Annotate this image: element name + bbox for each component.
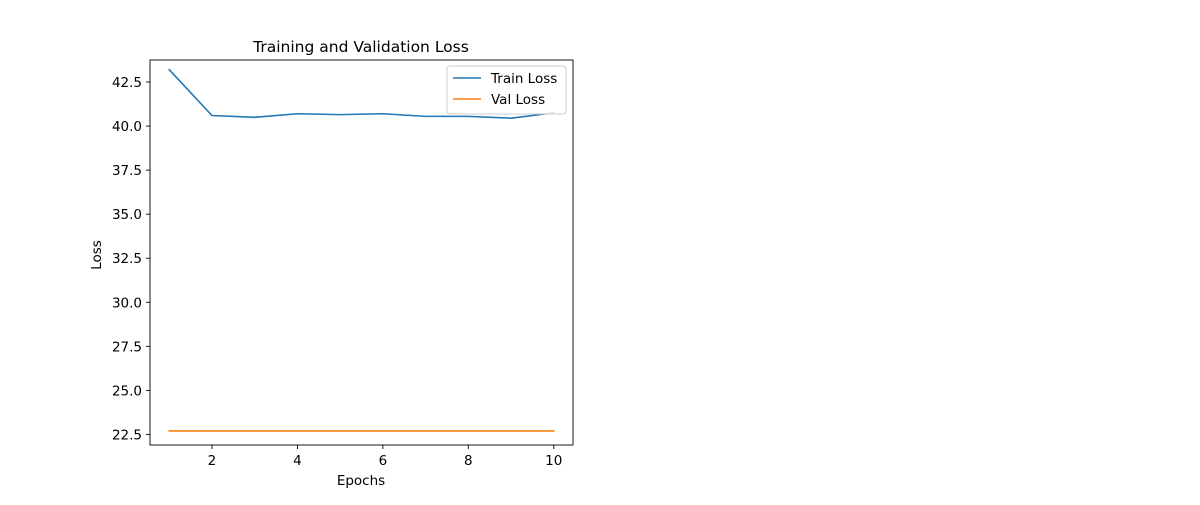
y-tick-label: 25.0 — [112, 383, 142, 399]
plot-area: 2 4 6 8 10 22.5 25.0 27.5 30.0 32.5 35.0 37.5 40.0 42… — [112, 59, 574, 469]
y-tick-label: 32.5 — [112, 251, 142, 267]
x-tick-label: 8 — [464, 453, 473, 469]
legend-label-0: Train Loss — [490, 71, 557, 87]
y-tick-label: 42.5 — [112, 75, 142, 91]
y-tick-label: 30.0 — [112, 295, 142, 311]
series-line-0 — [168, 68, 555, 119]
y-tick-label: 40.0 — [112, 119, 142, 135]
y-tick-label: 27.5 — [112, 339, 142, 355]
x-tick-label: 4 — [293, 453, 302, 469]
y-tick-label: 22.5 — [112, 427, 142, 443]
x-tick-label: 6 — [379, 453, 388, 469]
x-tick-label: 10 — [545, 453, 562, 469]
axes-frame — [149, 59, 574, 446]
x-axis-label: Epochs — [337, 473, 385, 489]
x-tick-label: 2 — [208, 453, 217, 469]
legend: Train Loss Val Loss — [446, 65, 567, 115]
legend-label-1: Val Loss — [491, 92, 545, 108]
y-tick-label: 37.5 — [112, 163, 142, 179]
chart-title: Training and Validation Loss — [252, 38, 469, 56]
y-tick-label: 35.0 — [112, 207, 142, 223]
y-axis-label: Loss — [89, 240, 105, 270]
